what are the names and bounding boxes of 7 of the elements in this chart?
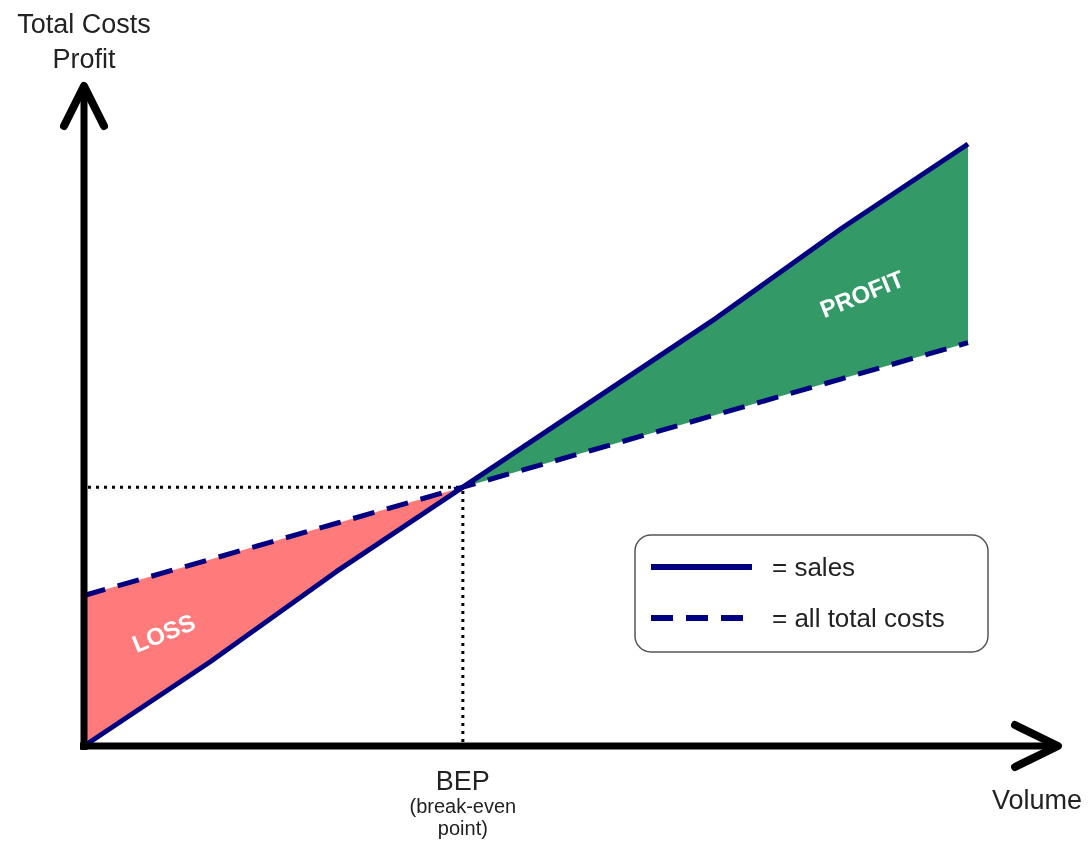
text: BEP <box>435 766 490 796</box>
legend-label: = all total costs <box>772 603 945 633</box>
text: (break-even point) <box>409 795 517 839</box>
legend-label: = sales <box>772 552 856 582</box>
series-label: LOSS <box>128 608 199 658</box>
x-axis-title: Volume <box>991 785 1082 815</box>
y-axis-title: Total Costs Profit <box>17 9 151 74</box>
